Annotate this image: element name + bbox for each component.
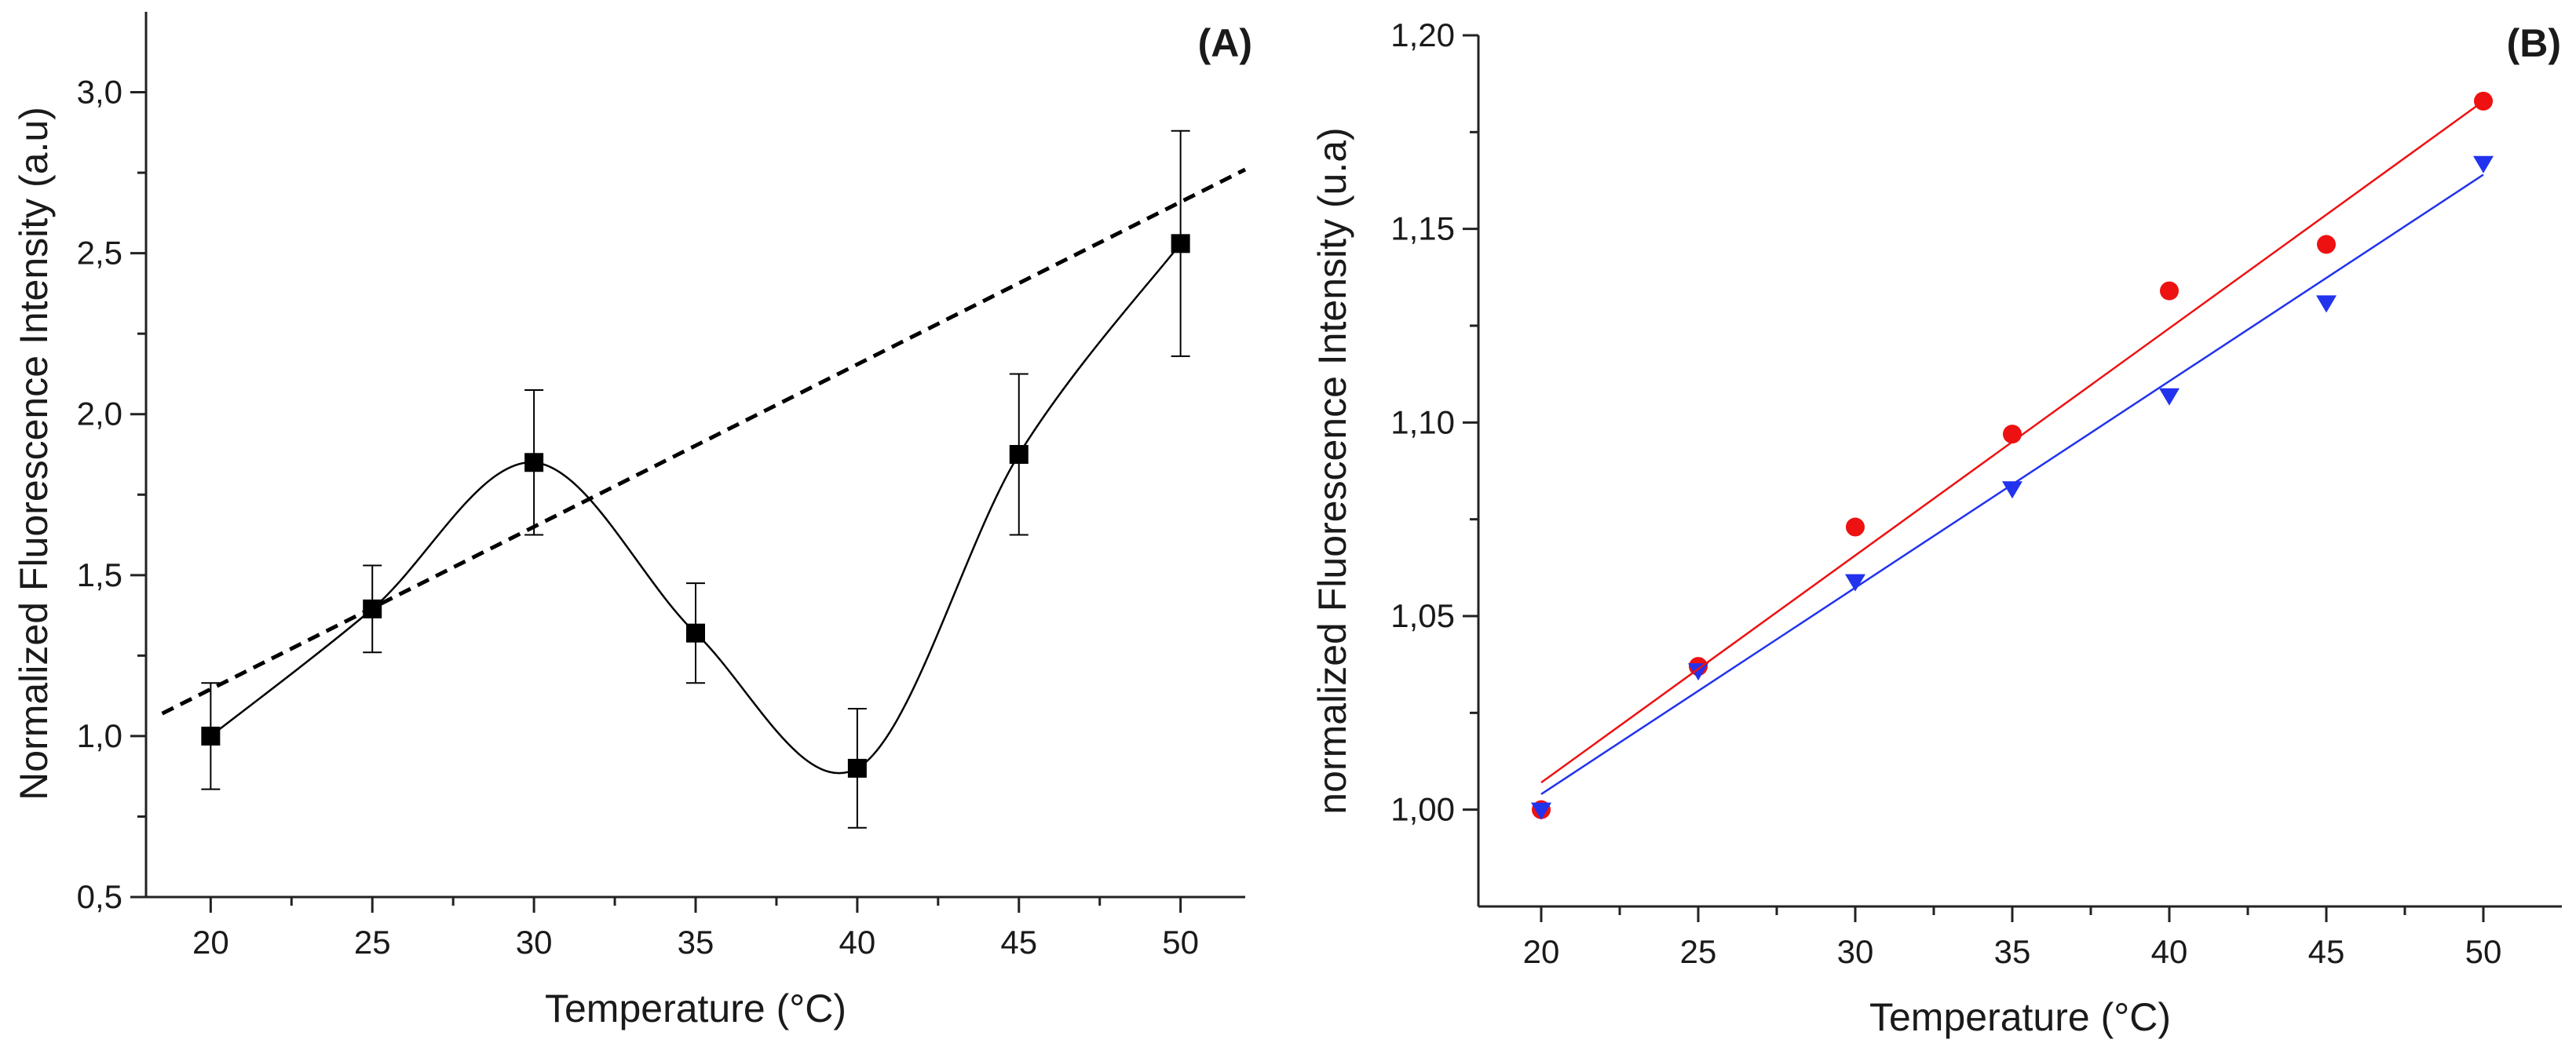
panel-b-data-point-blue [2159,388,2180,406]
panel-a-x-tick-label: 35 [678,924,714,961]
panel-a-series-data-curve [210,243,1182,775]
panel-b-y-axis-title: normalized Fluorescence Intensity (u.a) [1310,127,1354,814]
panel-a-data-point [201,726,221,746]
panel-b-data-point-red [1846,517,1865,537]
panel-a-x-tick-label: 40 [839,924,876,961]
panel-a-x-tick-label: 45 [1000,924,1037,961]
panel-b-y-tick-label: 1,10 [1390,403,1455,440]
panel-b-data-point-blue [1845,574,1865,592]
panel-b-x-axis-title: Temperature (°C) [1869,995,2171,1039]
panel-b-series-blue-fit-line [1540,173,2484,795]
panel-a-data-point [524,453,544,472]
panel-a-series-linear-trend-line [161,167,1247,716]
panel-b-label: (B) [2507,21,2561,65]
panel-b-x-tick-label: 50 [2465,933,2502,970]
panel-a-x-axis-title: Temperature (°C) [545,987,846,1030]
panel-b-y-tick-label: 1,00 [1390,791,1455,828]
panel-b-y-tick-label: 1,20 [1390,16,1455,53]
panel-b-y-tick-label: 1,15 [1390,210,1455,247]
panel-a-data-point [847,758,867,778]
panel-a-x-tick-label: 20 [192,924,229,961]
panel-a-label: (A) [1198,21,1252,65]
panel-a: 20 25 30 35 40 45 50 0,5 1,0 1,5 2,0 2,5 3,0 (A) Tem… [12,12,1252,1030]
panel-a-y-tick-label: 0,5 [77,878,122,915]
panel-b-data-point-blue [1688,663,1708,681]
panel-b-series-red-fit-line [1540,100,2484,784]
panel-b-x-tick-label: 25 [1680,933,1717,970]
panel-b-ticks: 20 25 30 35 40 45 50 1,00 1,05 1,10 1,15 1,20 [1390,16,2501,970]
panel-b-x-tick-label: 40 [2151,933,2188,970]
panel-b-data-point-blue [2002,481,2022,499]
panel-a-data-point [1171,234,1190,253]
panel-b-x-tick-label: 45 [2308,933,2345,970]
panel-a-y-tick-label: 2,5 [77,235,122,272]
panel-b-y-tick-label: 1,05 [1390,597,1455,634]
panel-a-y-tick-label: 1,0 [77,717,122,754]
panel-a-y-axis-title: Normalized Fluorescence Intensity (a.u) [12,107,56,801]
panel-a-data-point [686,623,705,643]
panel-a-y-tick-label: 3,0 [77,74,122,111]
panel-a-x-tick-label: 50 [1162,924,1199,961]
panel-b-x-tick-label: 30 [1837,933,1874,970]
panel-b-x-tick-label: 35 [1994,933,2031,970]
panel-b-data-point-blue [1531,802,1551,820]
panel-b-data-point-red [2160,281,2179,301]
panel-b-x-tick-label: 20 [1523,933,1560,970]
panel-a-y-tick-label: 2,0 [77,396,122,432]
panel-b: 20 25 30 35 40 45 50 1,00 1,05 1,10 1,15 1,20 (B) T… [1310,16,2562,1039]
panel-a-data-point [1009,445,1029,464]
panel-b-marks [1531,91,2494,820]
panel-a-x-tick-label: 30 [516,924,553,961]
panel-b-data-point-red [2317,235,2336,254]
panel-b-data-point-blue [2316,295,2337,313]
panel-a-x-tick-label: 25 [354,924,391,961]
panel-a-marks [161,129,1247,829]
panel-a-ticks: 20 25 30 35 40 45 50 0,5 1,0 1,5 2,0 2,5 3,0 [77,74,1199,961]
panel-a-y-tick-label: 1,5 [77,556,122,593]
panel-b-data-point-blue [2473,155,2494,173]
